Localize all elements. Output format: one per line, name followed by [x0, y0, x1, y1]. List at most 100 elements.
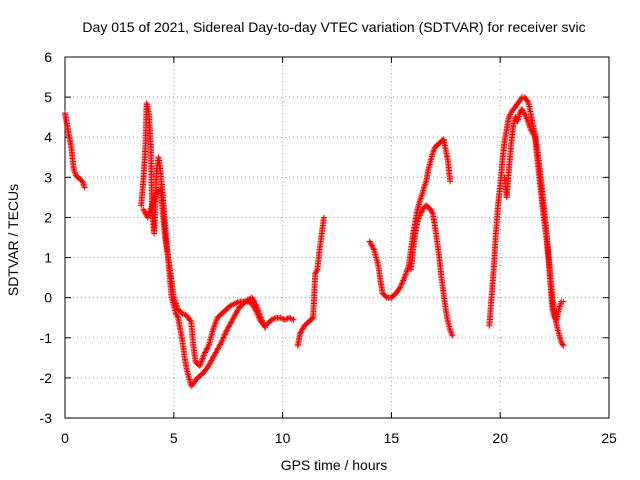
- data-point: [211, 352, 218, 359]
- data-point: [281, 316, 288, 323]
- data-point: [225, 323, 232, 330]
- data-point: [299, 325, 306, 332]
- data-point: [397, 283, 404, 290]
- data-point: [398, 281, 405, 288]
- data-point: [369, 243, 376, 250]
- data-point: [298, 328, 305, 335]
- data-point: [219, 337, 226, 344]
- y-tick-label: 4: [44, 129, 52, 145]
- data-point: [429, 209, 436, 216]
- data-point: [142, 210, 149, 217]
- data-point: [253, 308, 260, 315]
- data-point: [518, 106, 525, 113]
- data-point: [207, 358, 214, 365]
- data-point: [217, 341, 224, 348]
- data-point: [180, 311, 187, 318]
- data-point: [221, 331, 228, 338]
- data-point: [204, 345, 211, 352]
- x-tick-label: 20: [492, 430, 508, 446]
- data-point: [308, 315, 315, 322]
- data-point: [244, 298, 251, 305]
- chart-title: Day 015 of 2021, Sidereal Day-to-day VTE…: [82, 19, 585, 35]
- data-points: [62, 94, 567, 389]
- data-point: [204, 344, 211, 351]
- data-point: [207, 360, 214, 367]
- data-point: [172, 310, 179, 317]
- data-point: [209, 356, 216, 363]
- plot-frame: [64, 56, 610, 419]
- data-point: [523, 96, 530, 103]
- data-point: [212, 350, 219, 357]
- data-point: [422, 181, 429, 188]
- data-point: [287, 315, 294, 322]
- data-point: [174, 313, 181, 320]
- data-point: [228, 318, 235, 325]
- data-point: [528, 127, 535, 134]
- data-point: [208, 357, 215, 364]
- data-point: [190, 380, 197, 387]
- y-tick-label: 2: [44, 209, 52, 225]
- y-axis-label: SDTVAR / TECUs: [5, 184, 21, 296]
- data-point: [519, 107, 526, 114]
- data-point: [228, 319, 235, 326]
- data-point: [507, 111, 514, 118]
- data-point: [527, 126, 534, 133]
- y-tick-label: -3: [40, 410, 53, 426]
- data-point: [312, 269, 319, 276]
- axis-ticks: 0 5 10 15 20 25 -3 -2 -1 0 1 2 3 4 5 6: [40, 49, 617, 446]
- data-point: [255, 313, 262, 320]
- data-point: [416, 212, 423, 219]
- data-point: [520, 108, 527, 115]
- data-point: [229, 316, 236, 323]
- data-point: [227, 320, 234, 327]
- data-point: [206, 361, 213, 368]
- data-point: [246, 299, 253, 306]
- data-point: [212, 349, 219, 356]
- x-tick-label: 25: [601, 430, 617, 446]
- data-point: [218, 338, 225, 345]
- data-point: [419, 207, 426, 214]
- data-point: [225, 324, 232, 331]
- data-point: [278, 315, 285, 322]
- data-point: [250, 297, 257, 304]
- data-point: [223, 327, 230, 334]
- data-point: [506, 112, 513, 119]
- data-point: [249, 302, 256, 309]
- data-point: [400, 276, 407, 283]
- data-point: [254, 310, 261, 317]
- data-point: [233, 310, 240, 317]
- data-point: [299, 326, 306, 333]
- y-tick-label: 1: [44, 250, 52, 266]
- data-point: [508, 108, 515, 115]
- data-point: [249, 300, 256, 307]
- data-point: [529, 130, 536, 137]
- y-tick-label: 5: [44, 89, 52, 105]
- data-point: [233, 308, 240, 315]
- data-point: [205, 362, 212, 369]
- data-point: [290, 316, 297, 323]
- data-point: [223, 328, 230, 335]
- data-point: [398, 280, 405, 287]
- data-point: [370, 245, 377, 252]
- data-point: [558, 338, 565, 345]
- data-point: [251, 304, 258, 311]
- data-point: [449, 332, 456, 339]
- x-tick-label: 15: [384, 430, 400, 446]
- data-point: [209, 354, 216, 361]
- data-point: [313, 267, 320, 274]
- data-point: [559, 341, 566, 348]
- data-point: [226, 322, 233, 329]
- data-point: [203, 346, 210, 353]
- data-point: [366, 238, 373, 245]
- x-tick-label: 5: [170, 430, 178, 446]
- data-point: [286, 314, 293, 321]
- data-point: [202, 348, 209, 355]
- data-point: [249, 296, 256, 303]
- data-point: [221, 333, 228, 340]
- data-point: [228, 302, 235, 309]
- data-point: [201, 350, 208, 357]
- data-point: [254, 311, 261, 318]
- y-tick-label: -1: [40, 330, 53, 346]
- data-point: [524, 97, 531, 104]
